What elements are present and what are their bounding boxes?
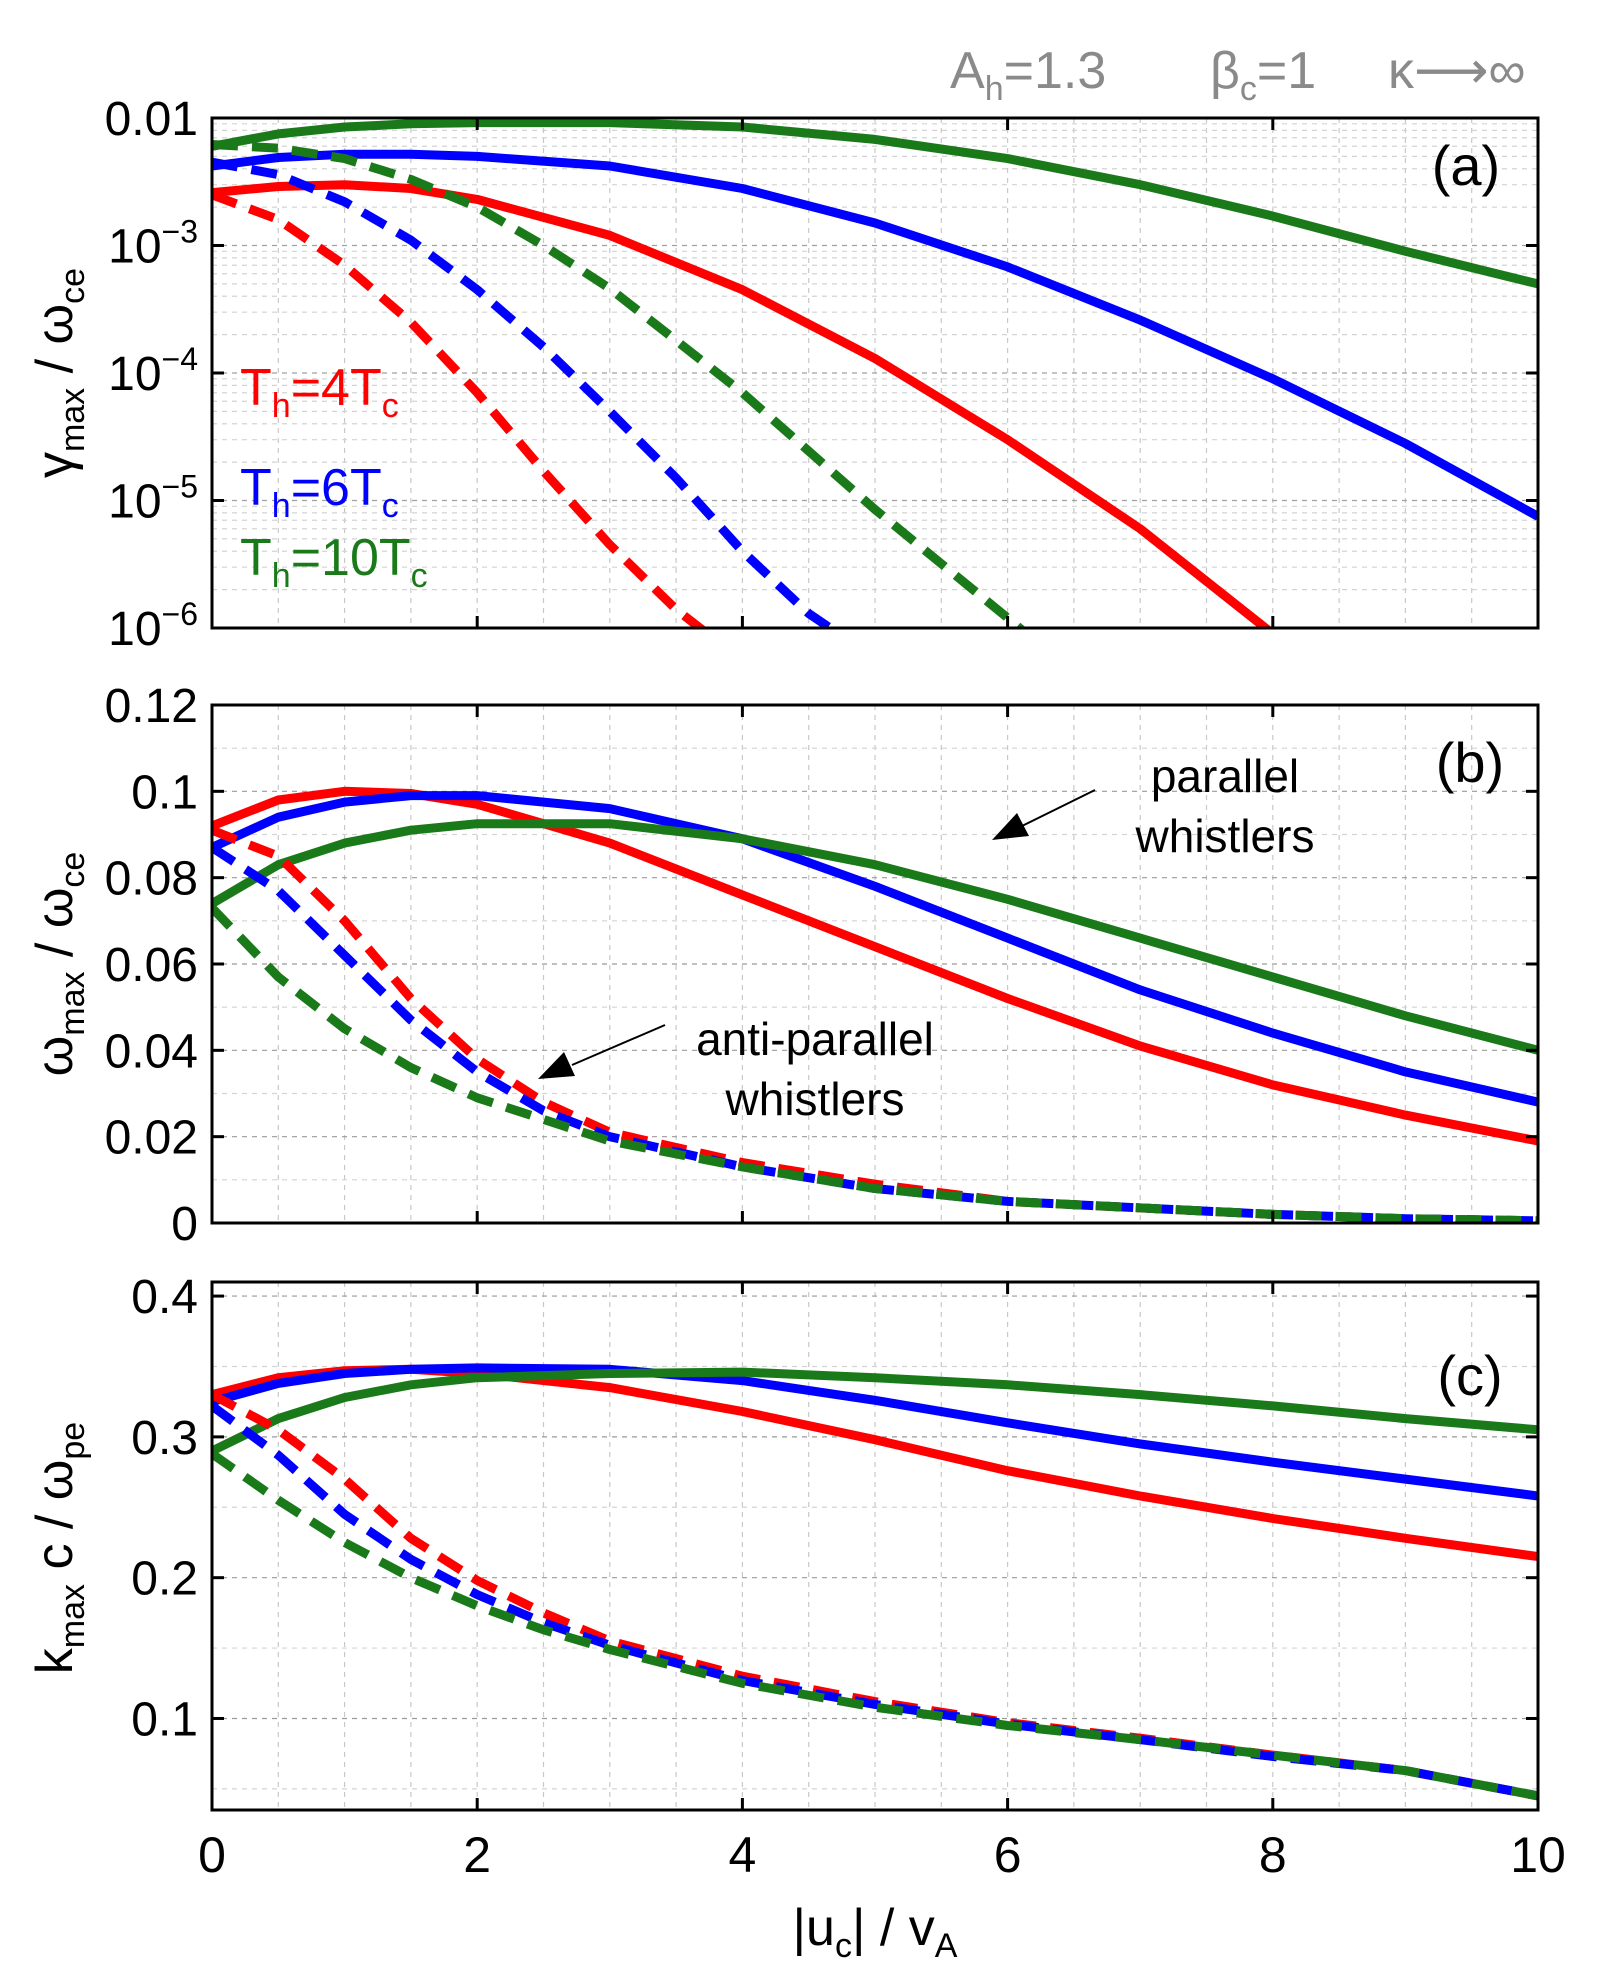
series-line-blue-dashed: [212, 157, 839, 628]
header-anisotropy: Ah=1.3: [950, 42, 1106, 108]
legend-entry-6tc: Th=6Tc: [240, 459, 399, 525]
y-tick-label: 0.12: [105, 680, 198, 733]
panel-c: 0 2 4 6 8 10 0.1 0.2 0.3 0.4 (c) kmax c / ωpe: [26, 1271, 1566, 1883]
figure-header: Ah=1.3 βc=1 κ⟶∞: [950, 42, 1526, 108]
y-tick-label: 0.06: [105, 939, 198, 992]
series-line-blue-solid: [212, 1363, 1538, 1501]
series-line-green-solid: [212, 1367, 1538, 1456]
y-tick-label: 0.04: [105, 1025, 198, 1078]
x-axis-label: |uc| / vA: [793, 1899, 958, 1965]
annotation-antiparallel-arrow-head: [538, 1052, 575, 1079]
series-line-green-dashed: [212, 1450, 1538, 1801]
annotation-parallel-line1: parallel: [1151, 750, 1299, 802]
header-beta: βc=1: [1210, 42, 1316, 108]
series-line-red-dashed: [212, 190, 708, 628]
legend: Th=4Tc Th=6Tc Th=10Tc: [240, 359, 428, 595]
annotation-parallel-arrow-head: [992, 813, 1029, 840]
annotation-parallel-whistlers: parallel whistlers: [992, 750, 1314, 862]
series-line-red-solid: [212, 786, 1538, 1146]
panel-c-label: (c): [1437, 1344, 1502, 1407]
panel-c-grid: [211, 1282, 1539, 1810]
annotation-antiparallel-arrow-shaft: [571, 1024, 666, 1066]
y-tick-label: 0.3: [131, 1412, 198, 1465]
legend-entry-10tc: Th=10Tc: [240, 529, 428, 595]
y-tick-label: 0.2: [131, 1553, 198, 1606]
header-kappa: κ⟶∞: [1388, 42, 1526, 100]
y-tick-label: 10−5: [108, 469, 198, 529]
y-tick-label: 0.01: [105, 93, 198, 146]
y-tick-label: 10−4: [108, 341, 198, 401]
panel-a-grid: [211, 118, 1539, 629]
panel-b: 00.020.040.060.080.10.12 (b) ωmax / ωce …: [26, 680, 1540, 1251]
x-tick-label: 2: [463, 1827, 491, 1883]
annotation-parallel-line2: whistlers: [1135, 810, 1315, 862]
panel-a-ylabel: γmax / ωce: [26, 268, 92, 478]
panel-b-series: [212, 786, 1538, 1223]
y-tick-label: 0.1: [131, 1693, 198, 1746]
panel-b-grid: [211, 704, 1539, 1224]
x-tick-label: 6: [994, 1827, 1022, 1883]
series-group: [212, 1363, 1538, 1801]
x-tick-label: 4: [728, 1827, 756, 1883]
panel-c-series: [212, 1363, 1538, 1801]
y-tick-label: 0.02: [105, 1112, 198, 1165]
panel-b-ticks: 0 0.02 0.04 0.06 0.08 0.1 0.12: [105, 680, 1540, 1251]
annotation-parallel-arrow-shaft: [1021, 789, 1096, 827]
panel-a: 0.01 10−3 10−4 10−5 10−6 (a) γmax / ωce Th=4…: [26, 93, 1540, 656]
series-line-green-solid: [212, 819, 1538, 1055]
annotation-antiparallel-whistlers: anti-parallel whistlers: [538, 1013, 934, 1125]
series-line-green-dashed: [212, 140, 1027, 628]
legend-entry-4tc: Th=4Tc: [240, 359, 399, 425]
panel-a-ticks: 0.01 10−3 10−4 10−5 10−6: [105, 93, 1540, 656]
panel-a-label: (a): [1432, 134, 1500, 197]
series-line-red-solid: [212, 180, 1273, 628]
panel-c-frame: [210, 1280, 1540, 1812]
annotation-antiparallel-line2: whistlers: [725, 1073, 905, 1125]
annotation-antiparallel-line1: anti-parallel: [696, 1013, 934, 1065]
x-tick-label: 10: [1510, 1827, 1566, 1883]
series-line-green-dashed: [212, 904, 1538, 1223]
x-tick-label: 0: [198, 1827, 226, 1883]
y-tick-label: 10−3: [108, 214, 198, 274]
series-line-blue-dashed: [212, 1402, 1538, 1801]
y-tick-label: 0.4: [131, 1271, 198, 1324]
y-tick-label: 0.08: [105, 853, 198, 906]
panel-c-ylabel: kmax c / ωpe: [26, 1422, 92, 1674]
panel-b-ylabel: ωmax / ωce: [26, 852, 92, 1077]
y-tick-label: 0.1: [131, 766, 198, 819]
panel-b-label: (b): [1436, 731, 1504, 794]
y-tick-label: 0: [171, 1198, 198, 1251]
x-tick-label: 8: [1259, 1827, 1287, 1883]
series-group: [212, 786, 1538, 1223]
panel-c-ticks: 0 2 4 6 8 10 0.1 0.2 0.3 0.4: [131, 1271, 1566, 1883]
y-tick-label: 10−6: [108, 596, 198, 656]
